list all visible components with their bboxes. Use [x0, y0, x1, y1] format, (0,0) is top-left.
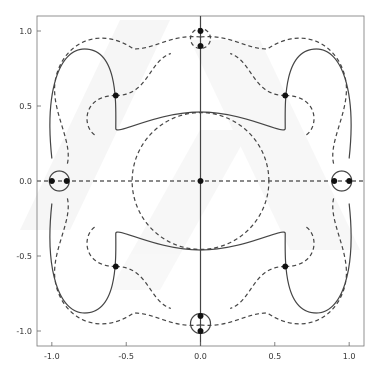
dashed-contour-7 [230, 265, 286, 310]
dashed-contour-5 [230, 52, 286, 97]
x-tick-label: 1.0 [343, 352, 356, 361]
y-tick-label: -1.0 [16, 327, 32, 336]
dashed-contour-6 [115, 265, 171, 310]
dashed-contour-4 [115, 52, 171, 97]
critical-point [63, 178, 70, 184]
x-tick-label: 0.5 [268, 352, 281, 361]
small-circle-1 [189, 312, 212, 335]
y-tick-label: 0.0 [19, 177, 32, 186]
critical-point [282, 263, 289, 270]
critical-point [197, 328, 204, 334]
x-axis-ticks: -1.0 -0.5 0.0 0.5 1.0 [44, 342, 356, 361]
point-group [48, 28, 353, 334]
small-circle-0 [189, 27, 212, 50]
critical-point [197, 28, 204, 34]
solid-contour-0 [49, 48, 352, 159]
critical-point [282, 92, 289, 99]
dashed-contour-9 [285, 94, 315, 137]
critical-point [331, 178, 338, 184]
watermark [20, 20, 360, 290]
center-dashed-circle [131, 112, 270, 250]
x-tick-label: -0.5 [118, 352, 134, 361]
critical-point [112, 263, 119, 270]
x-tick-label: -1.0 [44, 352, 60, 361]
dashed-contour-11 [285, 225, 315, 268]
x-tick-label: 0.0 [194, 352, 207, 361]
y-axis-ticks: 1.0 0.5 0.0 -0.5 -1.0 [16, 27, 41, 336]
critical-point [197, 313, 204, 319]
y-tick-label: -0.5 [16, 252, 32, 261]
critical-point [48, 178, 55, 184]
dashed-contour-0 [54, 36, 201, 167]
critical-point [112, 92, 119, 99]
critical-point [197, 43, 204, 49]
solid-contour-1 [49, 203, 352, 314]
dashed-contour-1 [200, 36, 347, 167]
dashed-contour-8 [86, 94, 116, 137]
dashed-contour-3 [200, 195, 347, 326]
dashed-contour-10 [86, 225, 116, 268]
y-tick-label: 1.0 [19, 27, 32, 36]
dashed-contour-2 [54, 195, 201, 326]
critical-point [346, 178, 353, 184]
y-tick-label: 0.5 [19, 102, 32, 111]
critical-point [197, 178, 204, 184]
